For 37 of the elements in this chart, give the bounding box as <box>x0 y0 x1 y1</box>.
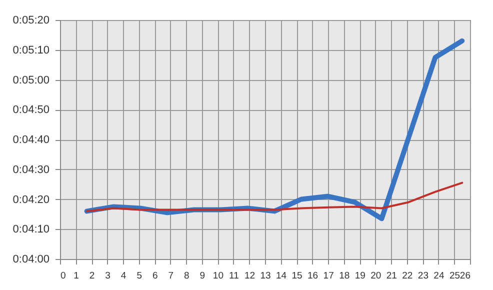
x-tick-label: 3 <box>105 270 110 282</box>
x-tick-label: 21 <box>386 270 397 282</box>
y-tick-label: 0:05:10 <box>12 44 50 56</box>
y-tick-label: 0:04:20 <box>12 194 50 206</box>
line-series <box>86 182 464 212</box>
x-tick-label: 7 <box>168 270 174 282</box>
y-tick-label: 0:04:30 <box>12 164 50 176</box>
x-tick-label: 16 <box>308 270 318 282</box>
y-tick-label: 0:05:00 <box>12 74 50 86</box>
x-tick-label: 15 <box>292 270 302 282</box>
x-tick-label: 20 <box>370 270 382 282</box>
y-tick-label: 0:04:00 <box>12 254 50 266</box>
x-tick-label: 9 <box>200 270 206 282</box>
x-tick-label: 5 <box>136 270 142 282</box>
x-tick-label: 12 <box>244 270 256 282</box>
x-tick-label: 11 <box>229 270 239 282</box>
x-tick-label: 24 <box>434 270 444 282</box>
x-tick-label: 1 <box>74 270 79 282</box>
x-tick-label: 13 <box>260 270 271 282</box>
x-tick-label: 23 <box>418 270 428 282</box>
x-tick-label: 26 <box>460 270 470 282</box>
x-tick-label: 2 <box>89 270 95 282</box>
x-tick-label: 22 <box>402 270 413 282</box>
x-tick-label: 25 <box>449 270 460 282</box>
x-tick-label: 4 <box>120 270 126 282</box>
x-tick-label: 18 <box>339 270 350 282</box>
x-tick-label: 19 <box>354 270 366 282</box>
x-tick-label: 0 <box>60 270 66 282</box>
x-tick-label: 14 <box>276 270 287 282</box>
x-tick-label: 6 <box>152 270 158 282</box>
x-tick-label: 10 <box>212 270 224 282</box>
x-tick-label: 17 <box>323 270 334 282</box>
y-tick-label: 0:04:50 <box>12 104 50 116</box>
y-tick-label: 0:04:10 <box>12 224 50 236</box>
x-tick-label: 8 <box>184 270 190 282</box>
y-tick-label: 0:04:40 <box>12 134 50 146</box>
y-tick-label: 0:05:20 <box>12 14 50 26</box>
